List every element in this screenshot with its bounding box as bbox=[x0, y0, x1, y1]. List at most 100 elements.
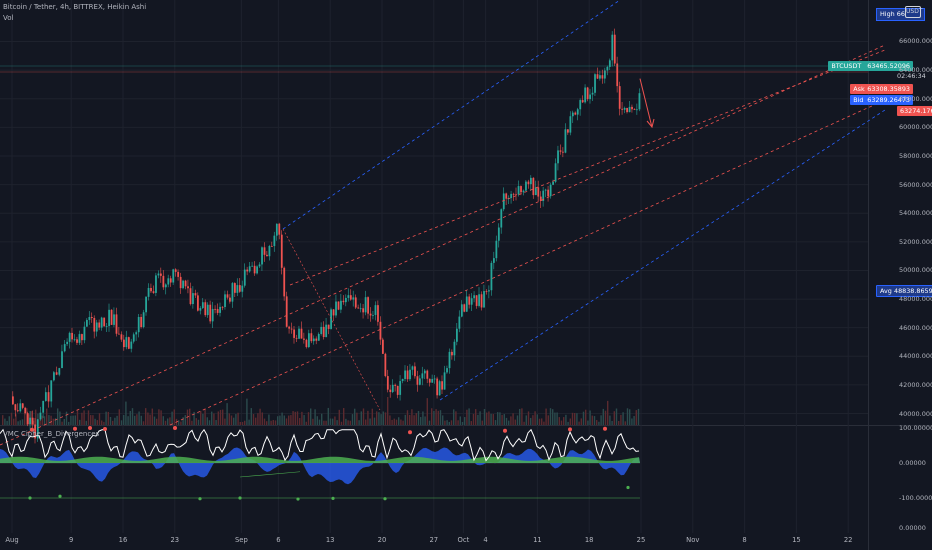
x-tick-label: Aug bbox=[5, 536, 19, 544]
volume-bar bbox=[569, 418, 571, 425]
candle-body bbox=[71, 332, 73, 340]
candle-body bbox=[628, 106, 631, 113]
volume-bar bbox=[420, 417, 422, 425]
x-tick-label: 23 bbox=[170, 536, 180, 544]
volume-bar bbox=[593, 416, 596, 425]
divergence-line bbox=[239, 471, 301, 478]
volume-bar bbox=[30, 411, 32, 425]
candle-body bbox=[266, 254, 268, 257]
candle-body bbox=[411, 366, 414, 370]
sell-dot bbox=[88, 426, 92, 430]
volume-bar bbox=[246, 398, 248, 425]
candle-body bbox=[290, 328, 293, 330]
candle-body bbox=[394, 384, 397, 386]
volume-bar bbox=[349, 420, 351, 425]
volume-bar bbox=[409, 414, 411, 425]
candle-body bbox=[591, 92, 594, 95]
volume-bar bbox=[607, 400, 609, 425]
volume-bar bbox=[362, 408, 365, 425]
ask-tag: Ask 63308.35893 bbox=[850, 84, 913, 94]
volume-bar bbox=[35, 409, 37, 425]
currency-button[interactable]: USDT bbox=[905, 6, 923, 18]
candle-body bbox=[209, 304, 212, 322]
volume-bar bbox=[310, 408, 312, 425]
volume-bar bbox=[173, 409, 175, 425]
candle-body bbox=[357, 307, 360, 309]
volume-bar bbox=[134, 415, 136, 425]
candle-body bbox=[530, 177, 532, 185]
volume-bar bbox=[466, 409, 468, 425]
volume-bar bbox=[19, 420, 21, 425]
volume-bar bbox=[624, 421, 626, 425]
candle-body bbox=[493, 258, 495, 263]
sell-dot bbox=[103, 427, 107, 432]
candle-body bbox=[463, 304, 466, 312]
volume-bar bbox=[563, 417, 565, 425]
candle-body bbox=[522, 190, 525, 193]
volume-bar bbox=[615, 408, 618, 425]
volume-bar bbox=[415, 413, 417, 425]
volume-bar bbox=[497, 412, 499, 425]
volume-bar bbox=[94, 418, 96, 425]
candle-body bbox=[399, 381, 402, 395]
x-tick-label: Oct bbox=[457, 536, 470, 544]
candle-body bbox=[39, 412, 42, 420]
buy-dot bbox=[296, 497, 300, 501]
volume-bar bbox=[83, 410, 85, 425]
volume-bar bbox=[367, 410, 369, 425]
candle-body bbox=[320, 326, 323, 334]
candle-body bbox=[182, 280, 184, 289]
candle-body bbox=[103, 317, 106, 327]
candle-body bbox=[574, 112, 577, 115]
candle-body bbox=[497, 227, 500, 241]
volume-bar bbox=[270, 420, 272, 425]
candle-body bbox=[26, 413, 29, 425]
volume-bar bbox=[360, 411, 362, 425]
volume-bar bbox=[503, 414, 505, 425]
volume-bar bbox=[226, 403, 228, 425]
volume-bar bbox=[261, 412, 263, 425]
volume-bar bbox=[336, 420, 338, 425]
volume-bar bbox=[8, 416, 10, 425]
volume-bar bbox=[224, 418, 226, 425]
candle-body bbox=[58, 368, 61, 375]
candle-body bbox=[118, 333, 120, 335]
buy-dot bbox=[626, 485, 630, 490]
volume-bar bbox=[499, 412, 501, 425]
candle-body bbox=[349, 295, 352, 300]
volume-bar bbox=[567, 421, 569, 425]
volume-bar bbox=[530, 417, 532, 425]
volume-bar bbox=[87, 410, 90, 425]
volume-bar bbox=[257, 413, 259, 425]
candle-body bbox=[636, 109, 638, 111]
volume-bar bbox=[101, 420, 103, 425]
volume-bar bbox=[43, 416, 46, 425]
volume-bar bbox=[329, 418, 332, 425]
candle-body bbox=[95, 322, 98, 332]
candle-body bbox=[194, 293, 197, 296]
volume-bar bbox=[554, 412, 556, 425]
volume-bar bbox=[334, 416, 336, 425]
volume-bar bbox=[213, 413, 215, 425]
y-tick-label: 44000.00000 bbox=[899, 352, 932, 361]
channel-upper bbox=[282, 0, 621, 230]
volume-bar bbox=[202, 413, 204, 425]
volume-bar bbox=[59, 411, 61, 425]
candle-body bbox=[303, 338, 305, 340]
candle-body bbox=[539, 196, 542, 201]
candle-body bbox=[594, 74, 596, 93]
candle-body bbox=[626, 107, 628, 113]
volume-bar bbox=[230, 415, 233, 425]
volume-bar bbox=[519, 408, 521, 425]
candle-body bbox=[192, 293, 194, 305]
volume-bar bbox=[356, 412, 358, 425]
volume-bar bbox=[314, 409, 316, 425]
volume-bar bbox=[611, 420, 613, 425]
candle-body bbox=[50, 380, 53, 402]
volume-bar bbox=[424, 416, 426, 425]
candle-body bbox=[211, 308, 214, 322]
candle-body bbox=[391, 384, 394, 393]
volume-bar bbox=[461, 421, 464, 425]
volume-bar bbox=[488, 411, 490, 425]
